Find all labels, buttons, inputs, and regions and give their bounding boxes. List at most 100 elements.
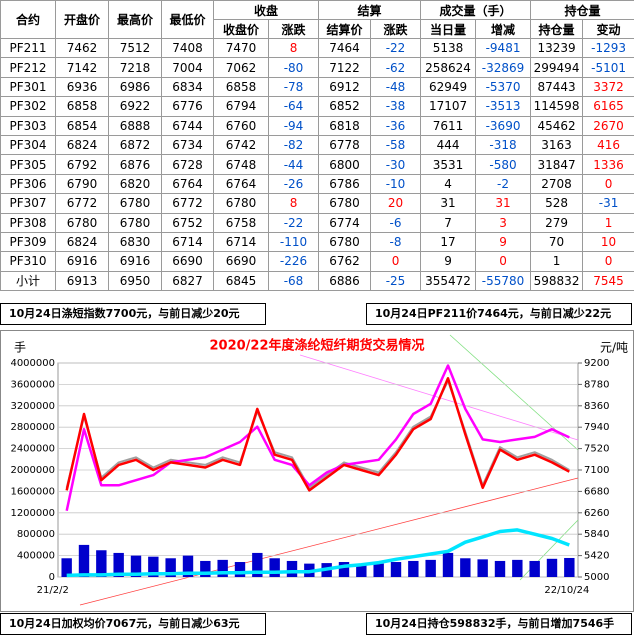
table-cell: 0 [582, 251, 634, 272]
table-cell: 6764 [161, 173, 214, 195]
header-cell: 成交量（手） [420, 0, 532, 20]
table-cell: 6916 [108, 251, 162, 272]
y-tick-label: 800000 [17, 529, 55, 540]
table-cell: 31847 [530, 154, 584, 175]
table-cell: -2 [475, 173, 532, 195]
table-cell: 3 [475, 212, 532, 233]
table-cell: 6758 [213, 212, 269, 233]
x-tick-label: 21/2/2 [37, 585, 69, 596]
chart-title: 2020/22年度涤纶短纤期货交易情况 [209, 338, 424, 354]
header-cell: 持仓量 [530, 0, 634, 20]
bar [96, 550, 107, 577]
table-row: 小计 6913 6950 6827 6845 -68 6886 -25 355472 -55780… [0, 270, 634, 292]
bar [269, 558, 280, 577]
table-cell: 598832 [530, 270, 584, 292]
table-cell: 6830 [108, 231, 162, 253]
table-cell: 3372 [582, 76, 634, 98]
table-cell: -30 [370, 154, 422, 175]
trend-line [79, 477, 579, 606]
table-cell: 6986 [108, 76, 162, 98]
bar [460, 558, 471, 577]
table-cell: 7062 [213, 57, 269, 78]
table-cell: -38 [370, 96, 422, 117]
table-cell: 114598 [530, 96, 584, 117]
table-cell: -10 [370, 173, 422, 195]
table-cell: 31 [420, 193, 477, 214]
table-cell: 0 [582, 173, 634, 195]
table-cell: PF306 [0, 173, 56, 195]
table-cell: 6778 [318, 134, 372, 156]
bar [130, 555, 142, 577]
caption: 10月24日PF211价7464元，与前日减少22元 [366, 303, 632, 325]
table-row: PF308 6780 6780 6752 6758 -22 6774 -6 7 3 279 1 [0, 212, 634, 233]
table-cell: 6780 [213, 193, 269, 214]
table-cell: 5138 [420, 37, 477, 59]
line [65, 377, 570, 492]
table-cell: PF304 [0, 134, 56, 156]
y-tick-label: 1600000 [10, 486, 55, 497]
table-cell: PF303 [0, 115, 56, 136]
bar [442, 552, 454, 577]
table-cell: 6165 [582, 96, 634, 117]
table-cell: 6912 [318, 76, 372, 98]
table-cell: -22 [370, 37, 422, 59]
table-cell: 2670 [582, 115, 634, 136]
table-cell: -226 [267, 251, 320, 272]
header-cell: 最低价 [161, 0, 214, 39]
table-cell: 7 [420, 212, 477, 233]
y2-tick-label: 6680 [584, 486, 609, 497]
y2-tick-label: 5840 [584, 529, 609, 540]
bar [200, 560, 211, 577]
table-cell: 7464 [318, 37, 372, 59]
table-cell: 6780 [108, 193, 162, 214]
y-tick-label: 3200000 [10, 401, 55, 412]
table-cell: 6886 [318, 270, 372, 292]
y2-tick-label: 7520 [584, 444, 609, 455]
table-cell: PF212 [0, 57, 56, 78]
table-row: PF305 6792 6876 6728 6748 -44 6800 -30 3531 -580 3… [0, 154, 634, 175]
table-cell: 6845 [213, 270, 269, 292]
table-cell: 70 [530, 231, 584, 253]
y-tick-label: 1200000 [10, 508, 55, 519]
table-row: PF301 6936 6986 6834 6858 -78 6912 -48 62949 -537… [0, 76, 634, 98]
table-cell: 6714 [161, 231, 214, 253]
table-cell: 6764 [213, 173, 269, 195]
y-tick-label: 2800000 [10, 422, 55, 433]
table-cell: 6827 [161, 270, 214, 292]
table-cell: 6854 [55, 115, 109, 136]
table-cell: -80 [267, 57, 320, 78]
table-cell: 9 [475, 231, 532, 253]
bar [373, 563, 384, 577]
table-cell: -26 [267, 173, 320, 195]
table-cell: 2708 [530, 173, 584, 195]
table-cell: 17107 [420, 96, 477, 117]
table-row: PF306 6790 6820 6764 6764 -26 6786 -10 4 -2 2708 0 [0, 173, 634, 195]
table-cell: 6852 [318, 96, 372, 117]
table-cell: -64 [267, 96, 320, 117]
bar [61, 558, 72, 577]
table-row: PF310 6916 6916 6690 6690 -226 6762 0 9 0 1 0 [0, 251, 634, 272]
table-cell: -78 [267, 76, 320, 98]
bar [148, 556, 159, 577]
table-cell: -58 [370, 134, 422, 156]
table-cell: 6780 [318, 231, 372, 253]
y2-tick-label: 7100 [584, 465, 609, 476]
table-cell: 6820 [108, 173, 162, 195]
y2-tick-label: 5420 [584, 551, 609, 562]
table-cell: 13239 [530, 37, 584, 59]
header-cell: 开盘价 [55, 0, 109, 39]
table-cell: 7611 [420, 115, 477, 136]
chart: 2020/22年度涤纶短纤期货交易情况 手 元/吨 0 400000 800000 1… [0, 330, 634, 612]
table-cell: 6772 [55, 193, 109, 214]
table-cell: 7512 [108, 37, 162, 59]
y2-tick-label: 8780 [584, 379, 609, 390]
table-cell: 299494 [530, 57, 584, 78]
table-cell: 279 [530, 212, 584, 233]
bar [564, 557, 575, 577]
table-cell: PF309 [0, 231, 56, 253]
table-cell: 6824 [55, 134, 109, 156]
table-cell: 6834 [161, 76, 214, 98]
y2-tick-label: 9200 [584, 358, 609, 369]
table-cell: PF211 [0, 37, 56, 59]
bar [113, 552, 124, 577]
